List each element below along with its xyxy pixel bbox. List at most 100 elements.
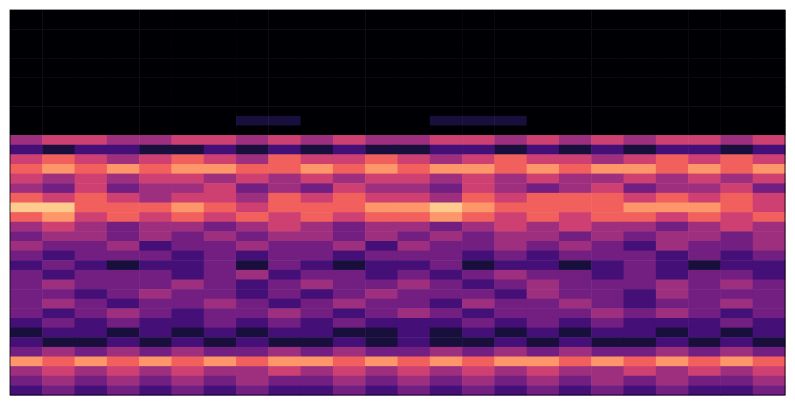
heatmap-cell — [75, 135, 108, 145]
heatmap-cell — [591, 58, 624, 68]
heatmap-cell — [462, 212, 495, 222]
heatmap-cell — [268, 87, 301, 97]
heatmap-cell — [720, 49, 753, 59]
heatmap-cell — [10, 328, 43, 338]
heatmap-cell — [10, 289, 43, 299]
heatmap-cell — [591, 280, 624, 290]
heatmap-cell — [462, 58, 495, 68]
heatmap-cell — [268, 222, 301, 232]
heatmap-cell — [139, 203, 172, 213]
heatmap-cell — [656, 385, 689, 395]
heatmap-cell — [171, 10, 204, 20]
heatmap-cell — [333, 212, 366, 222]
heatmap-cell — [462, 97, 495, 107]
heatmap-cell — [430, 337, 463, 347]
heatmap-cell — [462, 174, 495, 184]
heatmap-cell — [42, 145, 75, 155]
heatmap-cell — [559, 106, 592, 116]
heatmap-cell — [720, 58, 753, 68]
heatmap-cell — [204, 241, 237, 251]
heatmap-cell — [398, 251, 431, 261]
heatmap-cell — [268, 126, 301, 136]
heatmap-cell — [430, 116, 463, 126]
heatmap-cell — [236, 106, 269, 116]
heatmap-cell — [139, 116, 172, 126]
heatmap-cell — [301, 241, 334, 251]
heatmap-cell — [365, 183, 398, 193]
heatmap-cell — [139, 68, 172, 78]
heatmap-cell — [656, 270, 689, 280]
heatmap-cell — [591, 357, 624, 367]
heatmap-cell — [430, 145, 463, 155]
heatmap-cell — [204, 97, 237, 107]
heatmap-cell — [398, 308, 431, 318]
heatmap-cell — [333, 308, 366, 318]
heatmap-cell — [688, 289, 721, 299]
heatmap-cell — [171, 20, 204, 30]
heatmap-cell — [365, 241, 398, 251]
heatmap-cell — [462, 203, 495, 213]
heatmap-cell — [10, 357, 43, 367]
heatmap-cell — [268, 135, 301, 145]
heatmap-cell — [688, 154, 721, 164]
heatmap-cell — [107, 376, 140, 386]
heatmap-cell — [236, 289, 269, 299]
heatmap-cell — [107, 241, 140, 251]
heatmap-cell — [139, 241, 172, 251]
heatmap-cell — [559, 241, 592, 251]
heatmap-cell — [398, 270, 431, 280]
heatmap-cell — [753, 222, 786, 232]
heatmap-cell — [42, 318, 75, 328]
heatmap-cell — [333, 376, 366, 386]
heatmap-cell — [301, 164, 334, 174]
heatmap-cell — [171, 116, 204, 126]
heatmap-cell — [139, 357, 172, 367]
heatmap-cell — [268, 183, 301, 193]
heatmap-cell — [171, 308, 204, 318]
heatmap-cell — [268, 260, 301, 270]
heatmap-cell — [204, 308, 237, 318]
heatmap-cell — [365, 10, 398, 20]
heatmap-cell — [753, 135, 786, 145]
heatmap-cell — [204, 231, 237, 241]
heatmap-cell — [494, 135, 527, 145]
heatmap-cell — [204, 164, 237, 174]
heatmap-cell — [75, 337, 108, 347]
heatmap-cell — [236, 308, 269, 318]
heatmap-cell — [301, 231, 334, 241]
heatmap-cell — [430, 318, 463, 328]
heatmap-cell — [42, 347, 75, 357]
heatmap-cell — [236, 183, 269, 193]
heatmap-cell — [398, 203, 431, 213]
heatmap-cell — [268, 337, 301, 347]
heatmap-cell — [624, 308, 657, 318]
heatmap-cell — [462, 270, 495, 280]
heatmap-cell — [559, 318, 592, 328]
heatmap-cell — [204, 174, 237, 184]
heatmap-cell — [527, 87, 560, 97]
heatmap-cell — [591, 87, 624, 97]
heatmap-cell — [365, 203, 398, 213]
heatmap-cell — [494, 376, 527, 386]
heatmap-cell — [10, 212, 43, 222]
heatmap-cell — [10, 164, 43, 174]
heatmap-cell — [171, 347, 204, 357]
heatmap-cell — [559, 49, 592, 59]
heatmap-cell — [494, 145, 527, 155]
heatmap-cell — [398, 337, 431, 347]
heatmap-cell — [462, 183, 495, 193]
heatmap-cell — [236, 385, 269, 395]
heatmap-cell — [139, 251, 172, 261]
heatmap-cell — [171, 183, 204, 193]
heatmap-cell — [365, 77, 398, 87]
heatmap-cell — [139, 87, 172, 97]
heatmap-cell — [107, 385, 140, 395]
heatmap-cell — [204, 385, 237, 395]
heatmap-cell — [301, 337, 334, 347]
heatmap-cell — [559, 126, 592, 136]
heatmap-cell — [204, 376, 237, 386]
heatmap-cell — [171, 376, 204, 386]
heatmap-cell — [107, 126, 140, 136]
heatmap-cell — [204, 126, 237, 136]
heatmap-cell — [591, 318, 624, 328]
